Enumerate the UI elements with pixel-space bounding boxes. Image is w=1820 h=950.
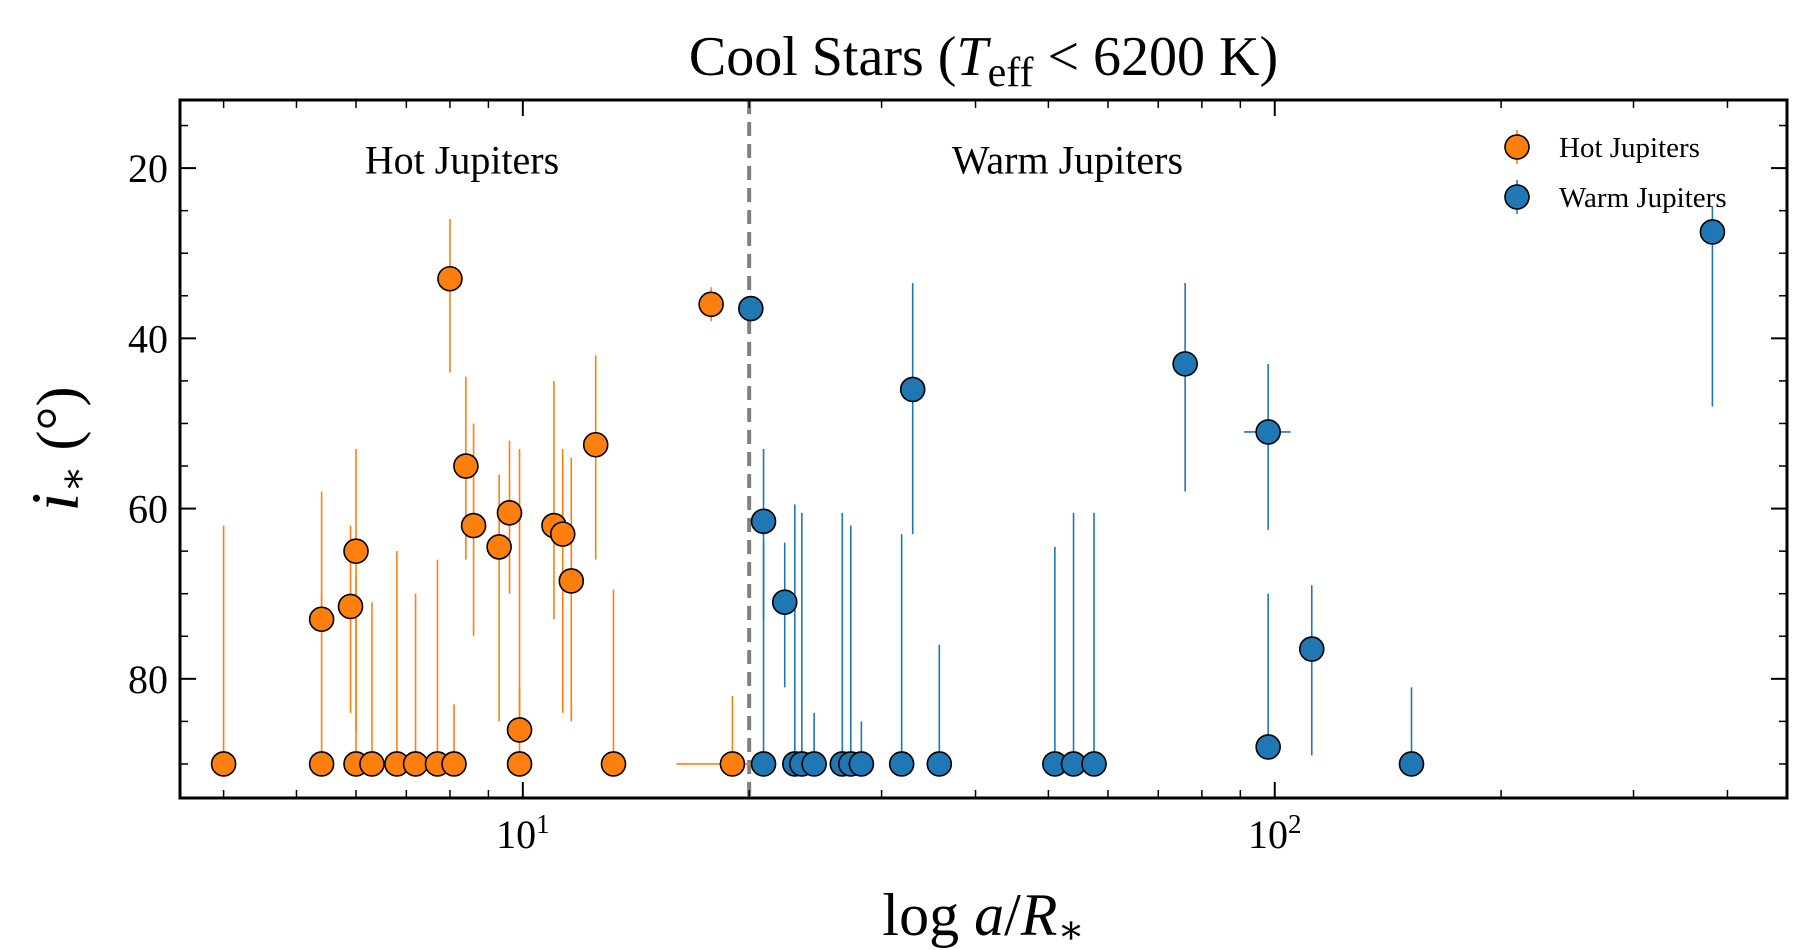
warm-jupiter-point — [738, 295, 764, 322]
plot-area: Cool Stars (Teff < 6200 K) 20 40 60 80 101 102… — [17, 26, 1789, 950]
hot-jupiter-point — [308, 606, 335, 633]
hot-jupiter-point — [506, 751, 533, 777]
hot-jupiter-point — [210, 751, 237, 777]
hot-jupiter-point — [359, 751, 385, 777]
hot-jupiter-point — [549, 521, 576, 547]
legend-marker — [1504, 134, 1530, 160]
warm-jupiter-point — [1255, 419, 1281, 445]
warm-jupiter-point — [899, 376, 926, 403]
hot-jupiter-point — [506, 717, 533, 743]
legend-marker — [1504, 184, 1530, 210]
hot-jupiter-point — [719, 751, 746, 777]
hot-jupiter-point — [402, 751, 429, 777]
warm-jupiter-point — [1255, 734, 1281, 760]
warm-jupiter-point — [848, 751, 875, 777]
warm-jupiter-point — [888, 751, 915, 777]
hot-jupiter-point — [486, 534, 512, 560]
hot-jupiter-point — [453, 453, 479, 479]
hot-jupiter-point — [698, 291, 724, 318]
legend-label: Warm Jupiters — [1559, 182, 1727, 214]
y-tick-label: 20 — [128, 146, 168, 191]
warm-jupiter-point — [750, 751, 777, 777]
region-label: Hot Jupiters — [365, 138, 559, 183]
hot-jupiter-point — [337, 593, 364, 620]
warm-jupiter-point — [750, 508, 777, 535]
x-axis-label: log a/R∗ — [882, 882, 1084, 950]
hot-jupiter-point — [558, 568, 585, 594]
warm-jupiter-point — [1298, 636, 1325, 662]
legend-label: Hot Jupiters — [1559, 132, 1700, 164]
y-tick-label: 60 — [128, 487, 168, 532]
hot-jupiter-point — [582, 431, 609, 458]
hot-jupiter-point — [600, 751, 627, 777]
hot-jupiter-point — [343, 538, 369, 564]
plot-frame — [178, 98, 1789, 800]
x-tick-label: 101 — [496, 809, 550, 857]
y-axis-label: i∗ (°) — [17, 386, 95, 511]
warm-jupiter-point — [771, 589, 798, 616]
hot-jupiter-point — [496, 500, 523, 526]
chart-title: Cool Stars (Teff < 6200 K) — [689, 26, 1278, 96]
hot-jupiter-point — [460, 512, 487, 539]
warm-jupiter-point — [926, 751, 953, 777]
warm-jupiter-point — [1172, 351, 1198, 377]
hot-jupiter-point — [441, 751, 467, 777]
hot-jupiter-point — [437, 265, 463, 292]
hot-jupiter-point — [308, 751, 335, 777]
warm-jupiter-point — [1699, 219, 1726, 245]
x-tick-label: 102 — [1248, 809, 1302, 857]
warm-jupiter-point — [1081, 751, 1107, 777]
region-label: Warm Jupiters — [952, 138, 1183, 183]
y-tick-label: 80 — [128, 657, 168, 702]
warm-jupiter-point — [1398, 751, 1425, 777]
y-tick-label: 40 — [128, 316, 168, 361]
warm-jupiter-point — [801, 751, 827, 777]
